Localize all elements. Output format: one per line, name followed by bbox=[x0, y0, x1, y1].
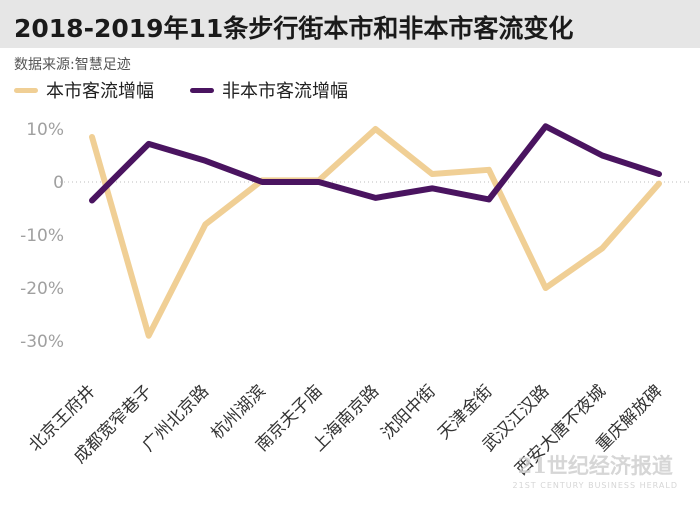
x-category-label: 沈阳中街 bbox=[378, 381, 440, 443]
legend-item-nonlocal: 非本市客流增幅 bbox=[190, 77, 348, 103]
watermark-sub: 21ST CENTURY BUSINESS HERALD bbox=[512, 481, 678, 490]
y-tick-label: 10% bbox=[26, 120, 64, 140]
chart-title: 2018-2019年11条步行街本市和非本市客流变化 bbox=[14, 14, 574, 43]
series-line-nonlocal bbox=[89, 123, 662, 204]
title-bar bbox=[0, 0, 700, 48]
y-tick-label: -30% bbox=[20, 332, 64, 352]
y-tick-label: -20% bbox=[20, 279, 64, 299]
legend-item-local: 本市客流增幅 bbox=[14, 77, 154, 103]
y-tick-label: 0 bbox=[53, 173, 64, 193]
watermark: 21世纪经济报道 21ST CENTURY BUSINESS HERALD bbox=[513, 450, 678, 490]
legend-label-local: 本市客流增幅 bbox=[46, 81, 154, 102]
legend-swatch-local bbox=[14, 87, 38, 93]
legend-swatch-nonlocal bbox=[190, 87, 214, 93]
series-line-local bbox=[89, 126, 662, 339]
y-tick-label: -10% bbox=[20, 226, 64, 246]
legend: 本市客流增幅 非本市客流增幅 bbox=[14, 77, 384, 103]
legend-label-nonlocal: 非本市客流增幅 bbox=[222, 81, 348, 102]
watermark-main: 21世纪经济报道 bbox=[517, 453, 673, 478]
data-source: 数据来源:智慧足迹 bbox=[14, 57, 131, 73]
